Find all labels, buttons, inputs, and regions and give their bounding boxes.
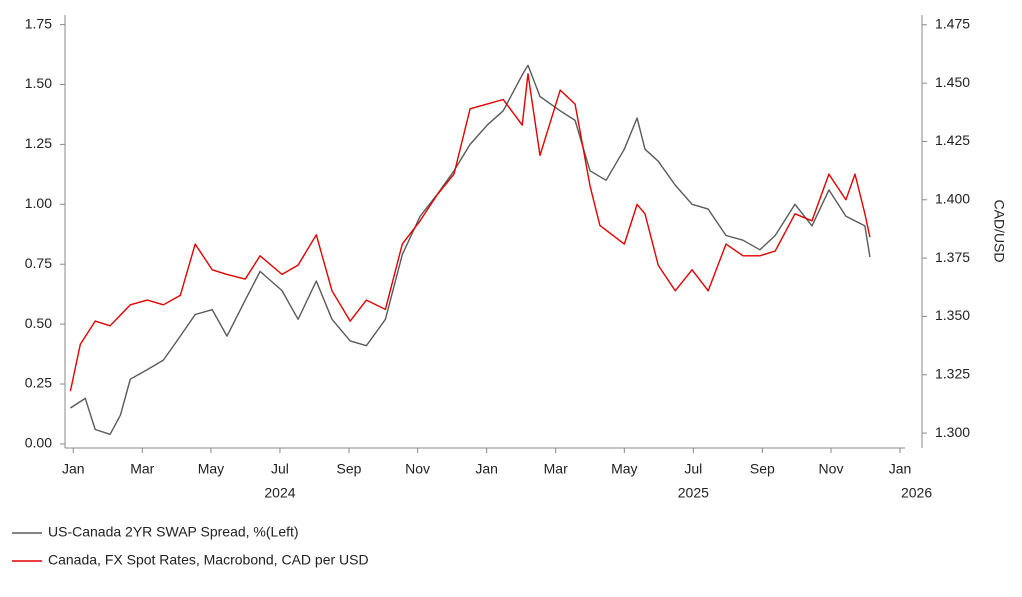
y-tick-label: 1.75 [25, 15, 52, 31]
x-tick-label: Mar [544, 461, 568, 477]
y-tick-label: 0.25 [25, 375, 52, 391]
legend-label: Canada, FX Spot Rates, Macrobond, CAD pe… [48, 552, 369, 568]
x-tick-label: Sep [750, 461, 775, 477]
x-year-label: 2024 [264, 485, 295, 501]
y-tick-label: 1.00 [25, 195, 52, 211]
y2-tick-label: 1.475 [935, 16, 970, 32]
x-tick-label: May [198, 461, 224, 477]
series-line [69, 73, 871, 392]
y-tick-label: 0.00 [25, 435, 52, 451]
x-tick-label: Nov [405, 461, 430, 477]
x-tick-label: Jul [271, 461, 289, 477]
series-line [70, 64, 871, 435]
x-tick-label: Sep [337, 461, 362, 477]
x-tick-label: Jul [684, 461, 702, 477]
y2-tick-label: 1.400 [935, 190, 970, 206]
y2-tick-label: 1.300 [935, 424, 970, 440]
x-tick-label: Nov [819, 461, 844, 477]
y2-tick-label: 1.350 [935, 307, 970, 323]
x-tick-label: Jan [475, 461, 498, 477]
y-tick-label: 0.50 [25, 315, 52, 331]
x-tick-label: Mar [130, 461, 154, 477]
x-tick-label: Jan [62, 461, 85, 477]
y-tick-label: 1.50 [25, 75, 52, 91]
y2-axis-label: CAD/USD [991, 199, 1007, 262]
y-tick-label: 1.25 [25, 135, 52, 151]
y2-tick-label: 1.450 [935, 74, 970, 90]
y2-tick-label: 1.375 [935, 249, 970, 265]
x-tick-label: May [611, 461, 637, 477]
x-year-label: 2025 [678, 485, 709, 501]
y2-tick-label: 1.325 [935, 365, 970, 381]
x-tick-label: Jan [889, 461, 912, 477]
legend-label: US-Canada 2YR SWAP Spread, %(Left) [48, 524, 299, 540]
x-year-label: 2026 [901, 485, 932, 501]
y2-tick-label: 1.425 [935, 132, 970, 148]
y-tick-label: 0.75 [25, 255, 52, 271]
